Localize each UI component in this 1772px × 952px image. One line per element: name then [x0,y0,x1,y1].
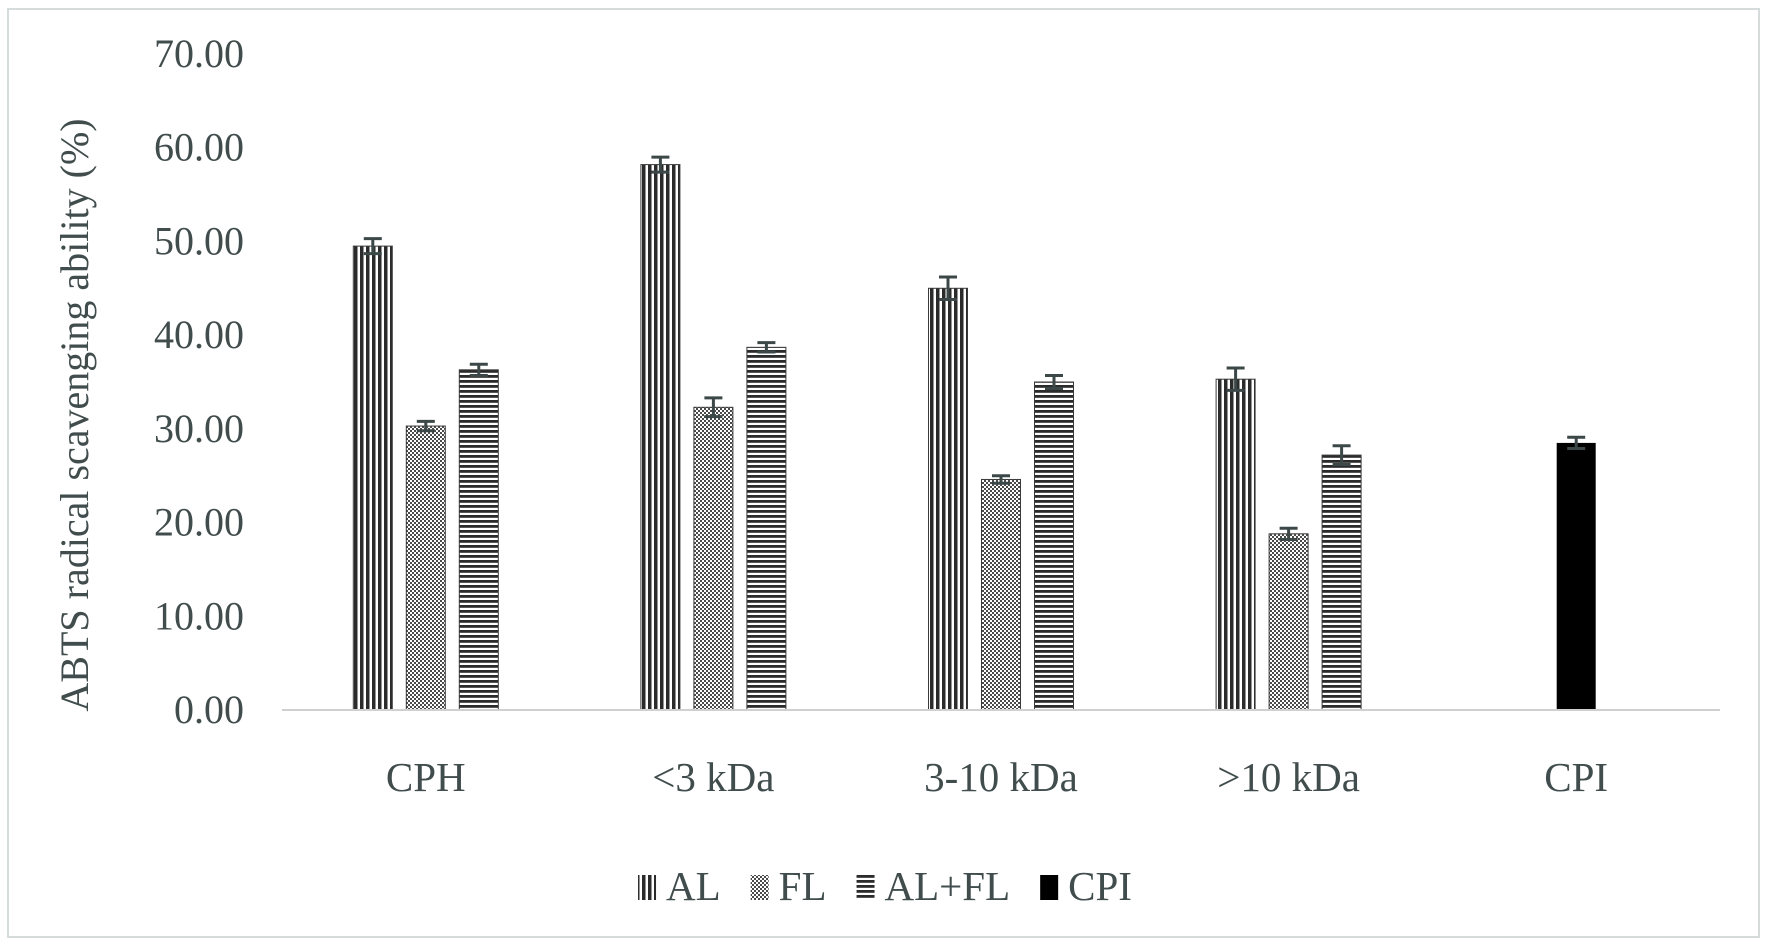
legend-label: FL [779,863,827,909]
error-bar [469,362,488,377]
error-bar [363,237,382,256]
y-tick-label: 40.00 [154,312,244,357]
legend-swatch [856,875,875,900]
error-bar [416,419,435,433]
x-tick-label: >10 kDa [1217,754,1360,800]
x-axis-labels: CPH <3 kDa 3-10 kDa >10 kDa CPI [386,754,1608,800]
y-tick-label: 70.00 [154,31,244,76]
bar [405,425,446,711]
bar [640,164,681,711]
bar [1034,381,1074,711]
legend-label: CPI [1068,863,1132,909]
y-tick-label: 20.00 [154,500,244,545]
y-tick-label: 60.00 [154,125,244,170]
bars [352,164,1596,711]
y-axis-ticks: 0.00 10.00 20.00 30.00 40.00 50.00 60.00 70.00 [154,31,244,732]
legend: AL FL AL+FL CPI [638,863,1132,909]
y-tick-label: 30.00 [154,406,244,451]
error-bar [704,396,723,419]
legend-swatch [638,875,657,900]
error-bar [1045,373,1063,391]
y-tick-label: 0.00 [174,687,244,732]
bar [981,478,1021,711]
legend-item: CPI [1040,863,1132,909]
legend-label: AL [666,863,721,909]
error-bar [1279,526,1298,541]
error-bar [757,341,776,354]
legend-item: FL [750,863,827,909]
x-tick-label: 3-10 kDa [924,754,1078,800]
y-tick-label: 50.00 [154,218,244,263]
error-bar [1226,366,1245,392]
bar [1321,454,1362,711]
error-bar [651,155,670,174]
error-bar [1332,444,1351,466]
x-tick-label: CPI [1544,754,1608,800]
bar [352,245,393,711]
y-axis-title: ABTS radical scavenging ability (%) [52,118,97,711]
legend-label: AL+FL [885,863,1011,909]
error-bar [939,275,957,302]
y-tick-label: 10.00 [154,593,244,638]
x-tick-label: <3 kDa [652,754,774,800]
bar [1215,378,1256,711]
error-bars [363,155,1586,541]
legend-swatch [750,875,769,900]
bar [1556,442,1596,710]
error-bar [992,474,1010,485]
error-bar [1567,435,1586,451]
chart-frame [7,8,1760,938]
bar [1268,533,1309,711]
bar [458,369,499,711]
legend-item: AL [638,863,721,909]
x-tick-label: CPH [386,754,466,800]
bar [746,346,787,711]
bar [928,287,968,711]
bar [693,406,734,711]
legend-swatch [1040,875,1059,900]
legend-item: AL+FL [856,863,1011,909]
